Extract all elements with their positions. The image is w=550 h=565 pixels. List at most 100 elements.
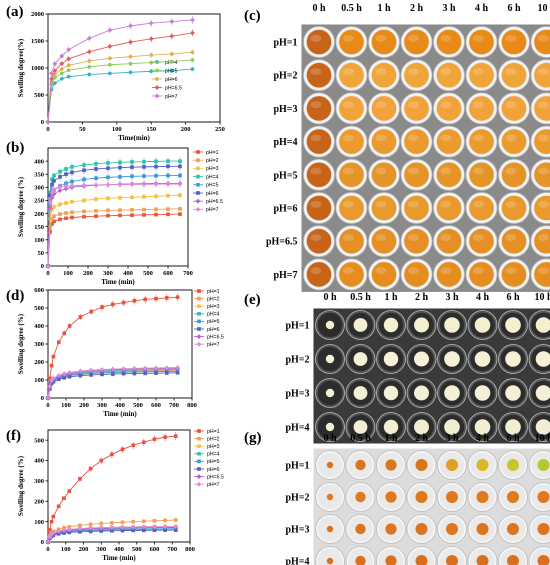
x-axis-label: Time (min)	[102, 554, 136, 562]
hydrogel-sample	[436, 228, 462, 254]
sample-highlight	[472, 200, 484, 208]
data-point	[107, 43, 113, 49]
data-point	[67, 324, 72, 328]
hydrogel-sample	[371, 228, 397, 254]
data-point	[143, 297, 148, 302]
data-point	[94, 197, 98, 201]
data-point	[118, 213, 122, 218]
time-header: 3 h	[445, 433, 459, 444]
sample-highlight	[375, 200, 387, 208]
sample-highlight	[505, 134, 517, 142]
hydrogel-sample	[534, 228, 550, 254]
data-point	[58, 169, 62, 174]
petri-dish	[406, 546, 437, 565]
x-axis-label: Time (min)	[101, 278, 135, 286]
hydrogel-sample	[385, 459, 397, 471]
data-point	[105, 182, 111, 188]
hydrogel-sample	[339, 29, 364, 55]
hydrogel-sample	[383, 419, 399, 435]
data-point	[100, 305, 104, 309]
hydrogel-sample	[355, 523, 366, 535]
petri-dish	[498, 258, 530, 291]
data-point	[94, 176, 98, 180]
data-point	[189, 30, 195, 36]
sample-highlight	[375, 234, 387, 241]
petri-dish	[345, 514, 376, 544]
plot-area-a: 0 50 100 150 200 250 0 500 1000 1500 2000 Time(min)…	[17, 11, 225, 142]
time-header: 1 h	[384, 292, 398, 303]
y-tick-label: 300	[34, 185, 44, 192]
hydrogel-sample	[306, 228, 332, 254]
legend-label: pH=2	[207, 436, 220, 442]
row-label: pH=1	[285, 321, 309, 332]
data-point	[130, 213, 134, 217]
data-point	[142, 174, 146, 178]
data-point	[118, 175, 122, 179]
hydrogel-sample	[385, 523, 397, 535]
petri-dish	[437, 344, 467, 374]
hydrogel-sample	[535, 317, 550, 333]
legend-label: pH=6.5	[207, 334, 224, 340]
x-tick-label: 700	[169, 402, 179, 409]
sample-highlight	[537, 134, 549, 142]
data-point	[189, 17, 195, 23]
legend-label: pH=6.5	[206, 199, 223, 205]
row-label: pH=2	[273, 71, 297, 82]
y-tick-label: 200	[34, 498, 44, 505]
sample-highlight	[537, 34, 549, 42]
sample-highlight	[407, 101, 419, 109]
hydrogel-sample	[339, 162, 364, 188]
petri-dish	[368, 92, 400, 125]
series-line	[47, 372, 178, 399]
hydrogel-sample	[414, 385, 429, 401]
petri-dish	[465, 158, 498, 191]
petri-dish	[303, 158, 335, 191]
legend-label: pH=2	[206, 158, 219, 164]
petri-dish	[335, 59, 368, 92]
petri-dish	[465, 225, 498, 258]
data-point	[57, 184, 63, 190]
petri-dish	[528, 378, 550, 408]
petri-dish	[368, 26, 400, 58]
hydrogel-sample	[537, 491, 550, 503]
data-point	[106, 166, 110, 170]
hydrogel-sample	[535, 385, 550, 401]
y-tick-label: 200	[34, 359, 44, 366]
series-line	[47, 182, 180, 267]
legend-marker	[197, 436, 201, 441]
data-point	[154, 296, 158, 301]
y-tick-label: 500	[34, 305, 44, 312]
sample-highlight	[505, 34, 517, 42]
data-point	[131, 519, 136, 524]
hydrogel-sample	[476, 555, 489, 565]
x-tick-label: 0	[46, 270, 49, 277]
row-label: pH=1	[285, 461, 309, 472]
time-header: 10 h	[534, 292, 550, 303]
hydrogel-sample	[476, 459, 489, 471]
hydrogel-sample	[534, 129, 550, 154]
row-label: pH=6.5	[266, 237, 298, 248]
legend-label: pH=6.5	[207, 474, 224, 480]
data-point	[88, 525, 94, 531]
data-point	[154, 212, 158, 217]
data-point	[163, 518, 167, 523]
legend-label: pH=1	[207, 429, 220, 435]
hydrogel-sample	[325, 422, 335, 432]
petri-dish	[345, 412, 376, 442]
legend-label: pH=6	[207, 467, 220, 473]
hydrogel-sample	[414, 351, 429, 367]
data-point	[173, 524, 179, 530]
data-point	[47, 200, 53, 206]
hydrogel-sample	[404, 162, 429, 188]
petri-dish	[303, 225, 335, 258]
data-point	[169, 59, 174, 64]
petri-dish	[345, 378, 376, 408]
petri-dish	[315, 378, 345, 408]
legend-marker	[197, 296, 201, 301]
petri-dish	[530, 125, 550, 158]
data-point	[61, 371, 67, 377]
chart-a: (a) 0 50 100 150 200 250 0 500 1000 1500 2000 Time(…	[6, 4, 225, 142]
data-point	[51, 354, 56, 359]
data-point	[164, 296, 169, 300]
hydrogel-sample	[325, 388, 335, 398]
